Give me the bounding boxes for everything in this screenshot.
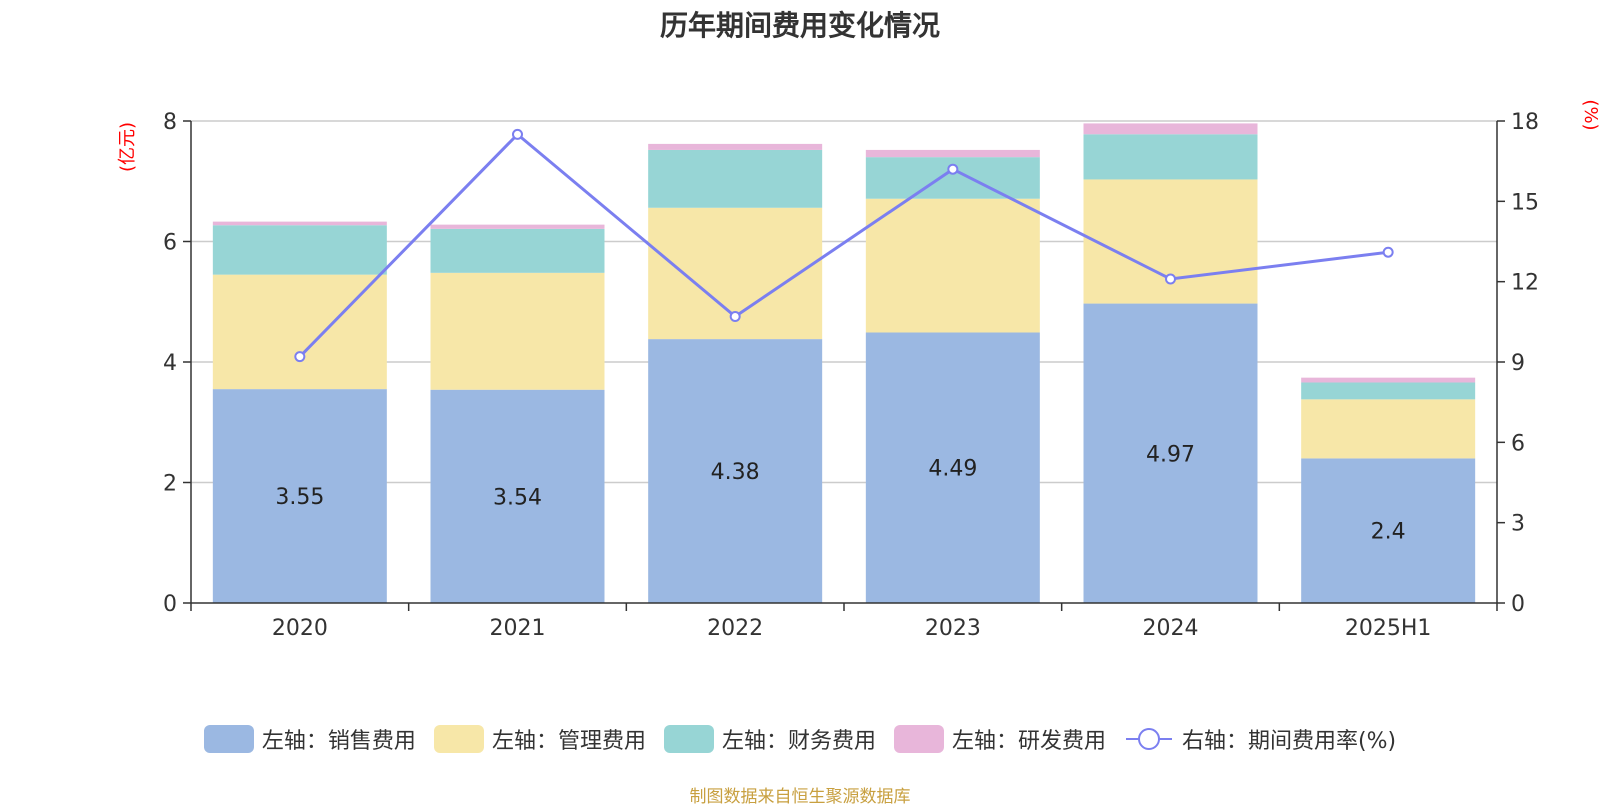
y-left-tick-label: 6 [163, 231, 177, 256]
data-label: 4.38 [711, 460, 760, 485]
data-label: 4.97 [1146, 442, 1195, 467]
gridlines [191, 120, 1497, 484]
bar-segment [430, 228, 605, 273]
y-left-tick-label: 4 [163, 351, 177, 376]
y-right-tick-label: 3 [1511, 512, 1525, 537]
bar-segment [1301, 382, 1476, 400]
legend-item[interactable]: 左轴：研发费用 [893, 723, 1106, 755]
bar-segment [1083, 123, 1258, 135]
bar-segment [212, 389, 387, 603]
legend-swatch [433, 725, 484, 753]
rate-point [729, 310, 741, 322]
legend-line-marker-icon [1125, 728, 1172, 750]
rate-line [294, 128, 1394, 363]
bar-segment [430, 272, 605, 390]
bars [212, 123, 1476, 603]
bar-segment [1301, 399, 1476, 459]
x-tick-label: 2023 [925, 616, 981, 641]
bar-segment [212, 274, 387, 390]
rate-point [512, 128, 523, 140]
legend-swatch [893, 725, 944, 753]
bar-segment [212, 225, 387, 275]
x-tick-label: 2025H1 [1345, 616, 1432, 641]
y-left-axis-label: (亿元) [117, 122, 138, 172]
chart-title: 历年期间费用变化情况 [659, 9, 940, 42]
y-right-tick-label: 0 [1511, 592, 1525, 617]
legend-swatch [203, 725, 254, 753]
y-right-tick-label: 12 [1511, 271, 1539, 296]
y-left-tick-label: 0 [163, 592, 177, 617]
rate-line-path [298, 132, 1389, 358]
bar-segment [1083, 134, 1258, 180]
y-left-tick-label: 2 [163, 472, 177, 497]
rate-point [947, 163, 959, 175]
bar-segment [648, 143, 823, 150]
y-right-axis-label: (%) [1580, 99, 1600, 130]
legend-item[interactable]: 左轴：管理费用 [433, 723, 646, 755]
y-right-tick-label: 6 [1511, 431, 1525, 456]
data-label: 3.55 [275, 485, 324, 510]
bar-segment [1083, 303, 1258, 603]
axes: 0 2 4 6 8 0 3 6 9 12 15 18 (亿元) (%) 2020 2021 2022 2023 20… [117, 99, 1600, 641]
x-tick-label: 2020 [272, 616, 328, 641]
legend: 左轴：销售费用 左轴：管理费用 左轴：财务费用 左轴：研发费用 右轴：期间费用率(%) [0, 722, 1600, 756]
bar-segment [1083, 179, 1258, 304]
bar-segment [430, 224, 605, 229]
legend-swatch [663, 725, 714, 753]
bar-segment [648, 339, 823, 603]
legend-item[interactable]: 右轴：期间费用率(%) [1124, 723, 1396, 755]
data-label: 4.49 [928, 457, 977, 482]
x-tick-label: 2021 [490, 616, 546, 641]
rate-point [1382, 246, 1394, 258]
legend-label: 右轴：期间费用率(%) [1181, 729, 1397, 754]
rate-point [294, 351, 306, 363]
bar-segment [1301, 377, 1476, 383]
source-note: 制图数据来自恒生聚源数据库 [689, 787, 911, 807]
bar-segment [648, 149, 823, 208]
legend-item[interactable]: 左轴：财务费用 [663, 723, 876, 755]
data-label: 2.4 [1371, 520, 1406, 545]
y-right-tick-label: 18 [1511, 110, 1539, 135]
bar-segment [430, 389, 605, 603]
legend-label: 左轴：研发费用 [951, 729, 1106, 754]
data-labels: 3.55 3.54 4.38 4.49 4.97 2.4 [275, 442, 1405, 544]
x-tick-label: 2022 [707, 616, 763, 641]
legend-label: 左轴：财务费用 [721, 729, 876, 754]
bar-segment [865, 198, 1040, 333]
legend-label: 左轴：管理费用 [491, 729, 646, 754]
bar-segment [865, 157, 1040, 199]
bar-segment [865, 332, 1040, 603]
y-left-tick-label: 8 [163, 110, 177, 135]
y-right-tick-label: 9 [1511, 351, 1525, 376]
bar-segment [212, 221, 387, 226]
legend-item[interactable]: 左轴：销售费用 [203, 723, 416, 755]
bar-segment [1301, 458, 1476, 603]
bar-segment [865, 149, 1040, 158]
x-tick-label: 2024 [1143, 616, 1199, 641]
y-right-tick-label: 15 [1511, 190, 1539, 215]
rate-point [1165, 273, 1176, 285]
data-label: 3.54 [493, 485, 542, 510]
legend-label: 左轴：销售费用 [261, 729, 416, 754]
